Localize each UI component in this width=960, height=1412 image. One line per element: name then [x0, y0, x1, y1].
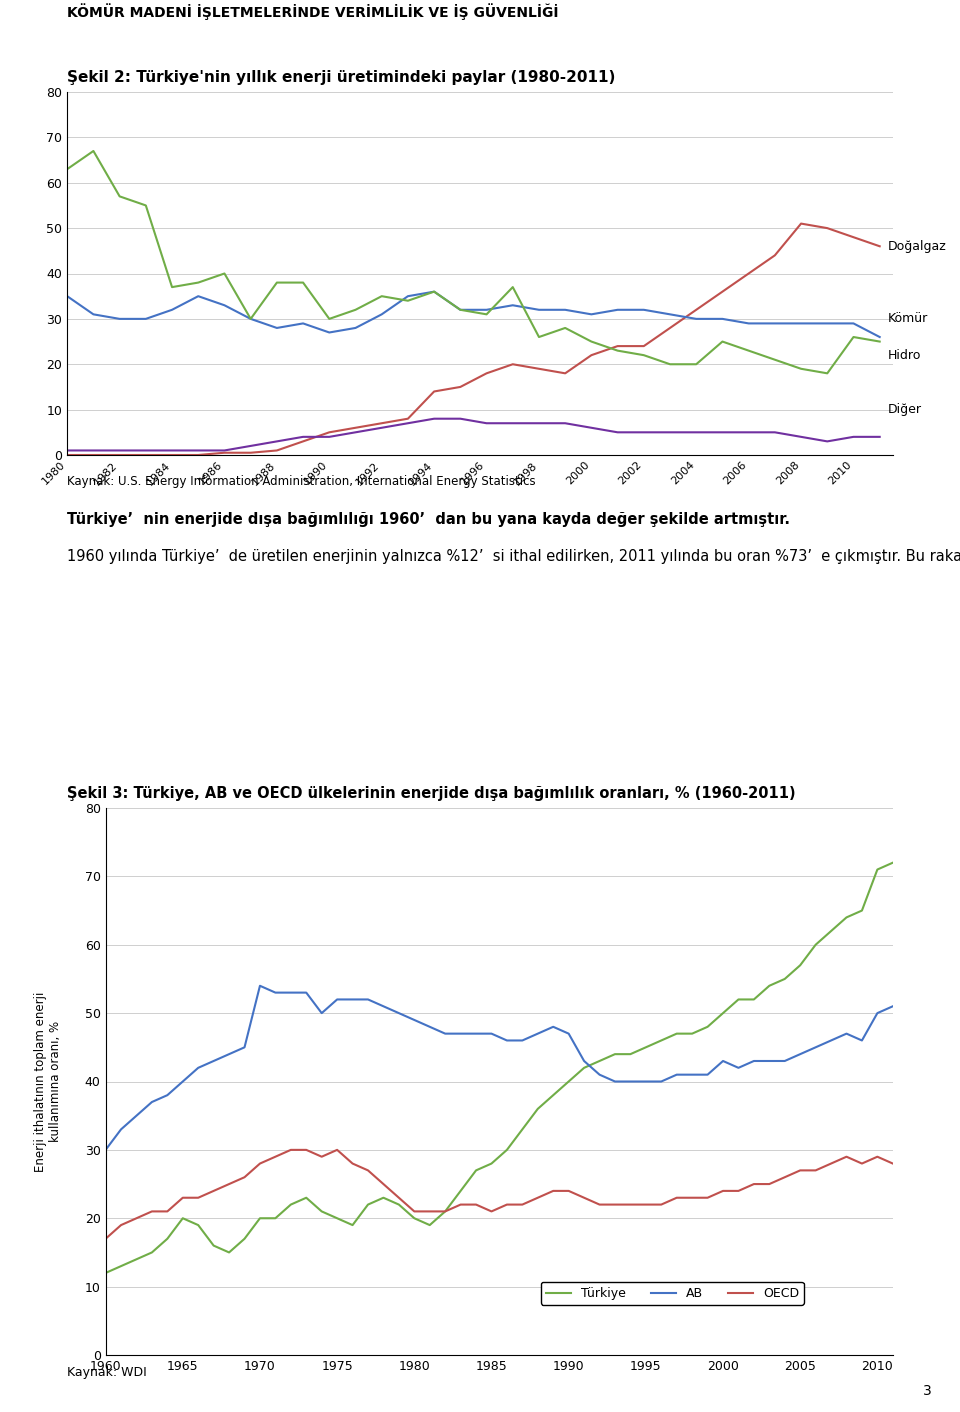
Text: Hidro: Hidro	[888, 349, 921, 361]
Legend: Türkiye, AB, OECD: Türkiye, AB, OECD	[540, 1282, 804, 1305]
Text: Doğalgaz: Doğalgaz	[888, 240, 947, 253]
Text: Kaynak: U.S. Energy Information Administration, International Energy Statistics: Kaynak: U.S. Energy Information Administ…	[67, 474, 536, 489]
Text: Enerji ithalatının toplam enerji
kullanımına oranı, %: Enerji ithalatının toplam enerji kullanı…	[35, 991, 62, 1172]
Text: Diğer: Diğer	[888, 402, 922, 417]
Text: KÖMÜR MADENİ İŞLETMELERİNDE VERİMLİLİK VE İŞ GÜVENLİĞİ: KÖMÜR MADENİ İŞLETMELERİNDE VERİMLİLİK V…	[67, 3, 559, 20]
Text: Türkiye’  nin enerjide dışa bağımlılığı 1960’  dan bu yana kayda değer şekilde a: Türkiye’ nin enerjide dışa bağımlılığı 1…	[67, 513, 790, 527]
Text: Kaynak: WDI: Kaynak: WDI	[67, 1367, 147, 1380]
Text: Şekil 3: Türkiye, AB ve OECD ülkelerinin enerjide dışa bağımlılık oranları, % (1: Şekil 3: Türkiye, AB ve OECD ülkelerinin…	[67, 786, 796, 801]
Text: Kömür: Kömür	[888, 312, 927, 325]
Text: 3: 3	[923, 1384, 931, 1398]
Text: Şekil 2: Türkiye'nin yıllık enerji üretimindeki paylar (1980-2011): Şekil 2: Türkiye'nin yıllık enerji üreti…	[67, 71, 615, 85]
Text: 1960 yılında Türkiye’  de üretilen enerjinin yalnızca %12’  si ithal edilirken, : 1960 yılında Türkiye’ de üretilen enerji…	[67, 548, 960, 563]
